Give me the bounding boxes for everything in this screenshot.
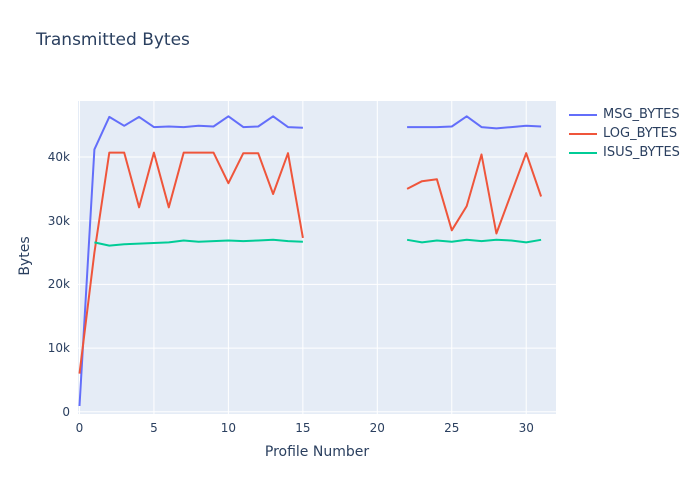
x-axis-title: Profile Number xyxy=(264,444,370,460)
x-tick-label: 5 xyxy=(150,421,158,435)
x-tick-label: 20 xyxy=(369,421,385,435)
legend-line-swatch-isus xyxy=(569,151,597,154)
legend-item-isus-bytes[interactable]: ISUS_BYTES xyxy=(569,143,680,162)
legend-label-isus: ISUS_BYTES xyxy=(603,145,680,160)
legend: MSG_BYTES LOG_BYTES ISUS_BYTES xyxy=(569,105,680,162)
y-tick-label: 40k xyxy=(47,150,70,165)
plot-background[interactable] xyxy=(78,101,556,414)
legend-line-swatch-log xyxy=(569,132,597,135)
chart-title: Transmitted Bytes xyxy=(36,30,190,50)
series-line-isus_bytes[interactable] xyxy=(94,238,542,247)
y-tick-label: 0 xyxy=(62,404,70,419)
legend-item-msg-bytes[interactable]: MSG_BYTES xyxy=(569,105,680,124)
x-tick-label: 25 xyxy=(444,421,460,435)
series-line-log_bytes[interactable] xyxy=(78,151,543,374)
y-tick-label: 30k xyxy=(47,213,70,228)
y-axis-title: Bytes xyxy=(17,236,33,276)
y-tick-label: 20k xyxy=(47,277,70,292)
x-tick-label: 10 xyxy=(220,421,237,435)
legend-item-log-bytes[interactable]: LOG_BYTES xyxy=(569,124,680,143)
legend-line-swatch-msg xyxy=(569,113,597,116)
x-tick-label: 15 xyxy=(295,421,311,435)
x-tick-label: 30 xyxy=(518,421,534,435)
y-tick-label: 10k xyxy=(47,341,70,356)
x-tick-label: 0 xyxy=(75,421,84,435)
legend-label-log: LOG_BYTES xyxy=(603,126,678,141)
legend-label-msg: MSG_BYTES xyxy=(603,107,680,122)
series-line-msg_bytes[interactable] xyxy=(78,115,542,407)
